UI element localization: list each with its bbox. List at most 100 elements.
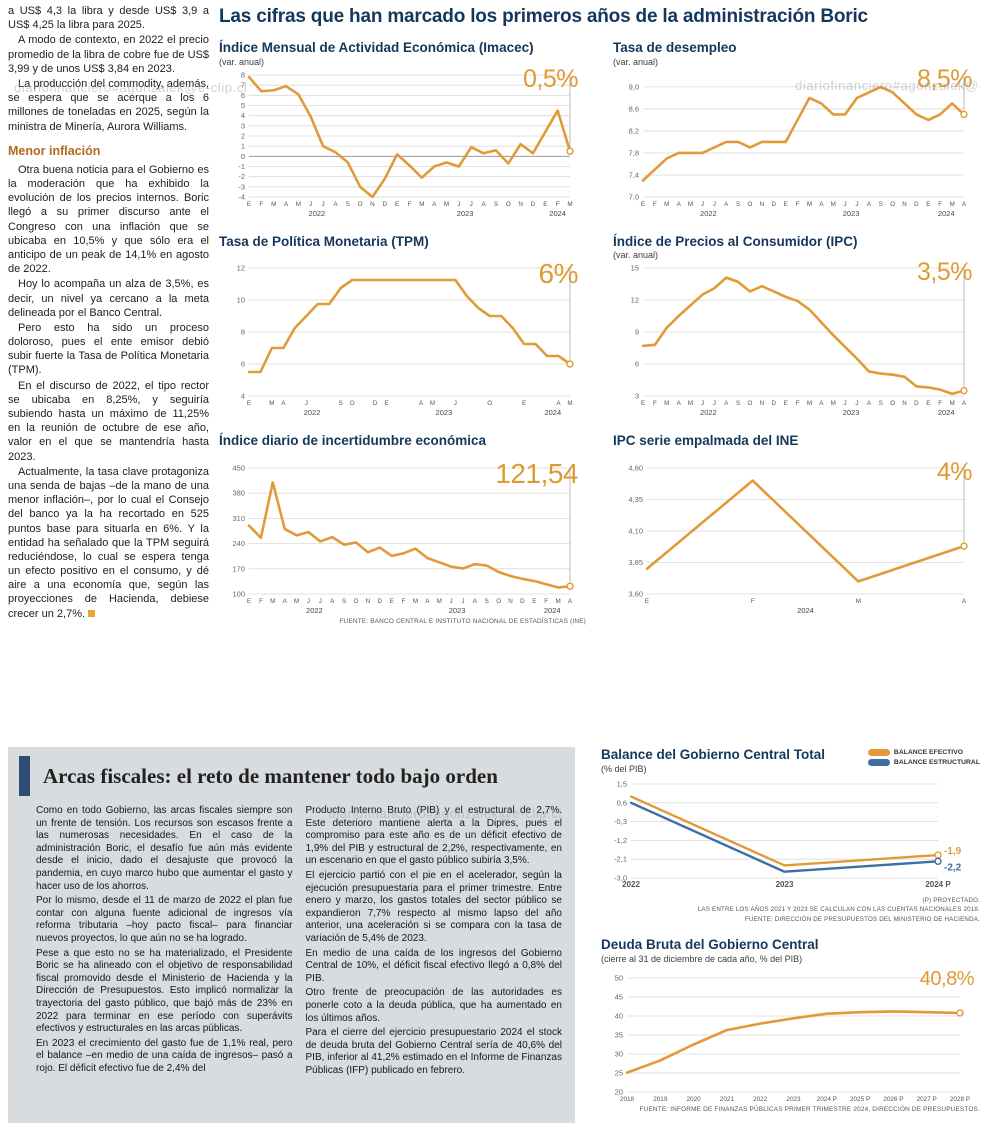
svg-text:O: O	[350, 400, 355, 407]
svg-text:D: D	[383, 201, 388, 208]
legend-label: BALANCE ESTRUCTURAL	[893, 759, 980, 766]
svg-text:D: D	[771, 400, 776, 407]
svg-text:50: 50	[615, 973, 623, 982]
svg-text:J: J	[321, 201, 324, 208]
svg-text:S: S	[342, 598, 346, 605]
svg-text:J: J	[855, 400, 858, 407]
svg-text:M: M	[294, 598, 299, 605]
svg-text:9: 9	[635, 328, 639, 337]
svg-text:J: J	[450, 598, 453, 605]
svg-text:6: 6	[241, 90, 245, 99]
legend-item-estructural: BALANCE ESTRUCTURAL	[867, 759, 980, 766]
imacec-chart: Índice Mensual de Actividad Económica (I…	[219, 40, 586, 221]
svg-text:-2,2: -2,2	[944, 862, 962, 873]
svg-text:M: M	[567, 201, 572, 208]
highlight-value: 4%	[936, 457, 973, 486]
svg-text:6: 6	[635, 360, 639, 369]
svg-text:M: M	[437, 598, 442, 605]
highlight-value: 3,5%	[917, 258, 972, 287]
svg-text:7,0: 7,0	[629, 192, 639, 201]
highlight-value: 8,5%	[917, 64, 972, 93]
svg-text:E: E	[641, 400, 645, 407]
svg-text:2022: 2022	[622, 880, 640, 889]
svg-text:J: J	[844, 400, 847, 407]
svg-text:450: 450	[232, 463, 245, 472]
svg-text:J: J	[855, 201, 858, 208]
paragraph-text: Actualmente, la tasa clave protagoniza u…	[8, 465, 209, 620]
svg-text:2023: 2023	[436, 408, 453, 417]
svg-text:E: E	[926, 400, 930, 407]
svg-text:D: D	[377, 598, 382, 605]
svg-text:O: O	[358, 201, 363, 208]
svg-text:2022: 2022	[304, 408, 321, 417]
svg-text:M: M	[430, 400, 435, 407]
chart-title: Índice Mensual de Actividad Económica (I…	[219, 40, 534, 55]
ipc-empalmada-chart: IPC serie empalmada del INE 4% 4,60 4,35 4…	[613, 433, 980, 625]
svg-text:5: 5	[241, 101, 245, 110]
page-title: Las cifras que han marcado los primeros …	[219, 6, 868, 27]
svg-text:M: M	[688, 400, 693, 407]
svg-text:2027 P: 2027 P	[917, 1096, 937, 1103]
svg-text:3,60: 3,60	[628, 589, 643, 598]
svg-text:F: F	[751, 598, 755, 605]
note-line: (P) PROYECTADO.	[922, 896, 980, 904]
svg-text:A: A	[962, 598, 967, 605]
paragraph: En 2023 el crecimiento del gasto fue de …	[36, 1037, 293, 1074]
svg-text:170: 170	[232, 564, 245, 573]
highlight-value: 40,8%	[919, 967, 975, 990]
svg-text:-4: -4	[238, 192, 245, 201]
svg-text:1: 1	[241, 141, 245, 150]
chart-title: Índice diario de incertidumbre económica	[219, 433, 487, 449]
svg-text:10: 10	[237, 296, 245, 305]
svg-text:2024: 2024	[797, 606, 814, 615]
svg-text:240: 240	[232, 539, 245, 548]
svg-text:S: S	[346, 201, 350, 208]
svg-text:M: M	[807, 400, 812, 407]
svg-text:-3,0: -3,0	[614, 873, 627, 882]
svg-text:9,0: 9,0	[629, 82, 639, 91]
svg-text:A: A	[283, 598, 288, 605]
svg-text:E: E	[641, 201, 645, 208]
svg-text:J: J	[454, 400, 457, 407]
ipc-chart: Índice de Precios al Consumidor (IPC) (v…	[613, 234, 980, 421]
svg-text:F: F	[938, 400, 942, 407]
svg-text:3: 3	[635, 392, 639, 401]
svg-text:A: A	[330, 598, 335, 605]
svg-text:-1,2: -1,2	[614, 835, 627, 844]
svg-text:F: F	[259, 598, 263, 605]
svg-text:A: A	[556, 400, 561, 407]
panel-columns: Como en todo Gobierno, las arcas fiscale…	[19, 805, 562, 1079]
incertidumbre-plot: 121,54 450 380 310 240 170 100 E F M A M J J A S O N D E F M…	[219, 458, 586, 618]
svg-text:-1: -1	[238, 162, 245, 171]
svg-text:E: E	[390, 598, 394, 605]
balance-plot: 1,5 0,6 -0,3 -1,2 -2,1 -3,0 2022 2023 2024 P -1,9…	[601, 776, 980, 894]
svg-text:8,2: 8,2	[629, 126, 639, 135]
paragraph: El ejercicio partió con el pie en el ace…	[305, 869, 563, 944]
svg-text:D: D	[373, 400, 378, 407]
balance-chart-titles: Balance del Gobierno Central Total (% de…	[601, 747, 825, 776]
svg-text:M: M	[831, 400, 836, 407]
tpm-plot: 6% 12 10 8 6 4 E M A J S O D E A M J O E A M 2022 2023 2024	[219, 258, 586, 420]
svg-text:J: J	[305, 400, 308, 407]
source-note: FUENTE: BANCO CENTRAL E INSTITUTO NACION…	[339, 617, 586, 625]
desempleo-plot: 8,5% 9,0 8,6 8,2 7,8 7,4 7,0 E F M A M J J A S O N D E F M A M…	[613, 65, 980, 221]
svg-text:35: 35	[615, 1030, 623, 1039]
svg-text:2024: 2024	[544, 606, 561, 615]
svg-text:J: J	[701, 201, 704, 208]
svg-text:2028 P: 2028 P	[950, 1096, 970, 1103]
left-article-column: a US$ 4,3 la libra y desde US$ 3,9 a US$…	[8, 4, 209, 622]
svg-text:J: J	[309, 201, 312, 208]
panel-header: Arcas fiscales: el reto de mantener todo…	[19, 756, 562, 796]
svg-text:M: M	[949, 400, 954, 407]
svg-text:J: J	[701, 400, 704, 407]
charts-section: Las cifras que han marcado los primeros …	[219, 6, 980, 625]
legend: BALANCE EFECTIVO BALANCE ESTRUCTURAL	[867, 749, 980, 766]
svg-text:A: A	[333, 201, 338, 208]
svg-text:12: 12	[631, 296, 639, 305]
svg-text:D: D	[531, 201, 536, 208]
panel-column-2: Producto Interno Bruto (PIB) y el estruc…	[306, 805, 563, 1079]
paragraph: En el discurso de 2022, el tipo rector s…	[8, 379, 209, 463]
chart-subtitle: (cierre al 31 de diciembre de cada año, …	[601, 953, 803, 964]
balance-chart: Balance del Gobierno Central Total (% de…	[601, 747, 980, 924]
